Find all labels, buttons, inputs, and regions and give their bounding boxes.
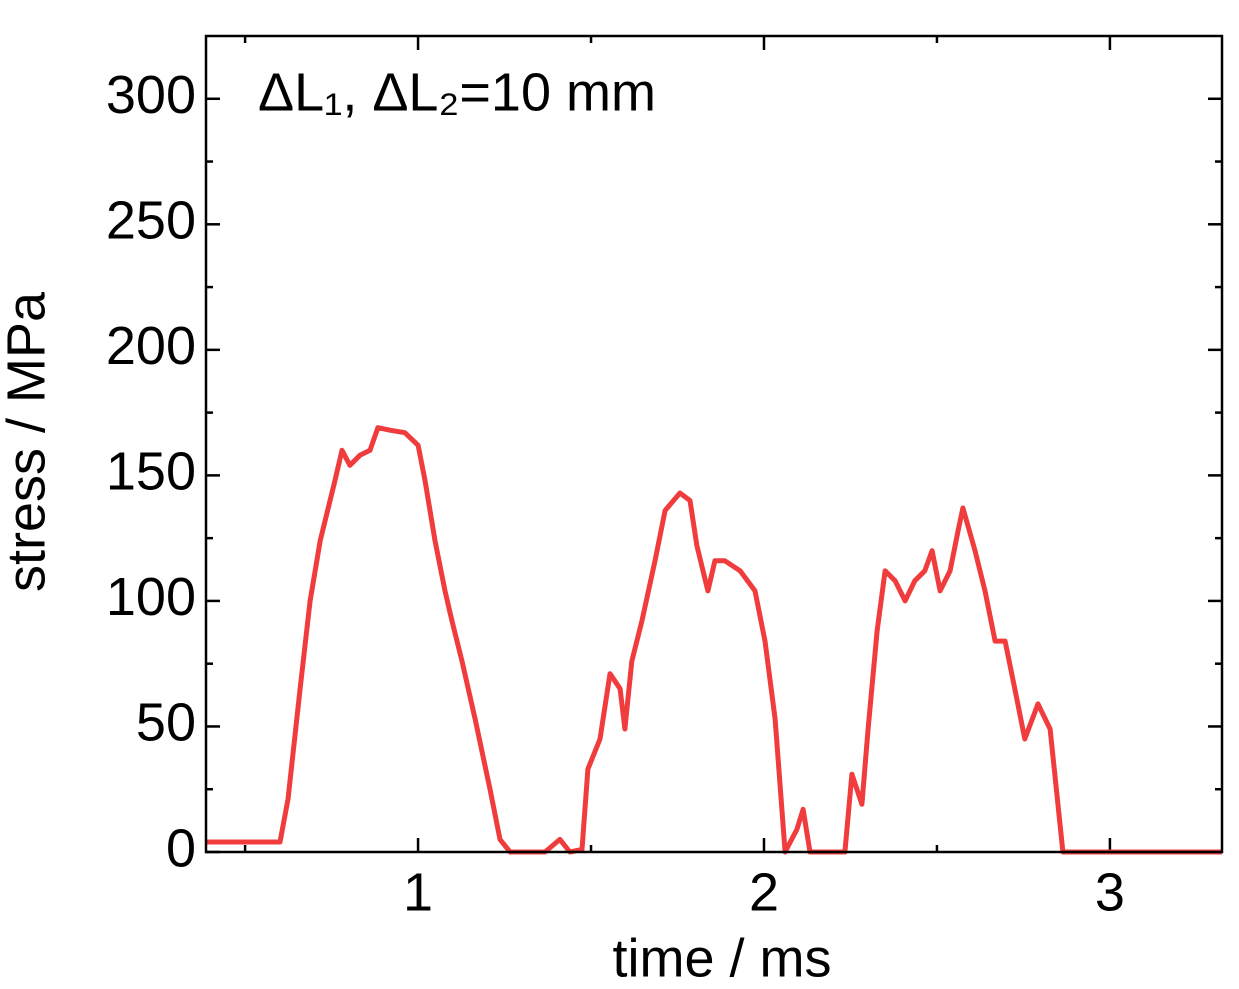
y-tick-label: 300 [106, 65, 196, 125]
y-tick-label: 250 [106, 191, 196, 251]
x-tick-label: 3 [1095, 862, 1125, 922]
annotation: ΔL₁, ΔL₂=10 mm [258, 62, 656, 122]
axes [206, 36, 1222, 854]
y-tick-label: 200 [106, 316, 196, 376]
plot-frame [204, 34, 1224, 854]
y-tick-label: 0 [166, 818, 196, 878]
x-axis-label: time / ms [612, 928, 831, 988]
y-tick-label: 50 [136, 693, 196, 753]
y-tick-label: 150 [106, 442, 196, 502]
x-tick-label: 2 [749, 862, 779, 922]
data-line [206, 425, 1222, 855]
x-tick-label: 1 [403, 862, 433, 922]
y-tick-label: 100 [106, 567, 196, 627]
y-axis-label: stress / MPa [0, 291, 56, 592]
